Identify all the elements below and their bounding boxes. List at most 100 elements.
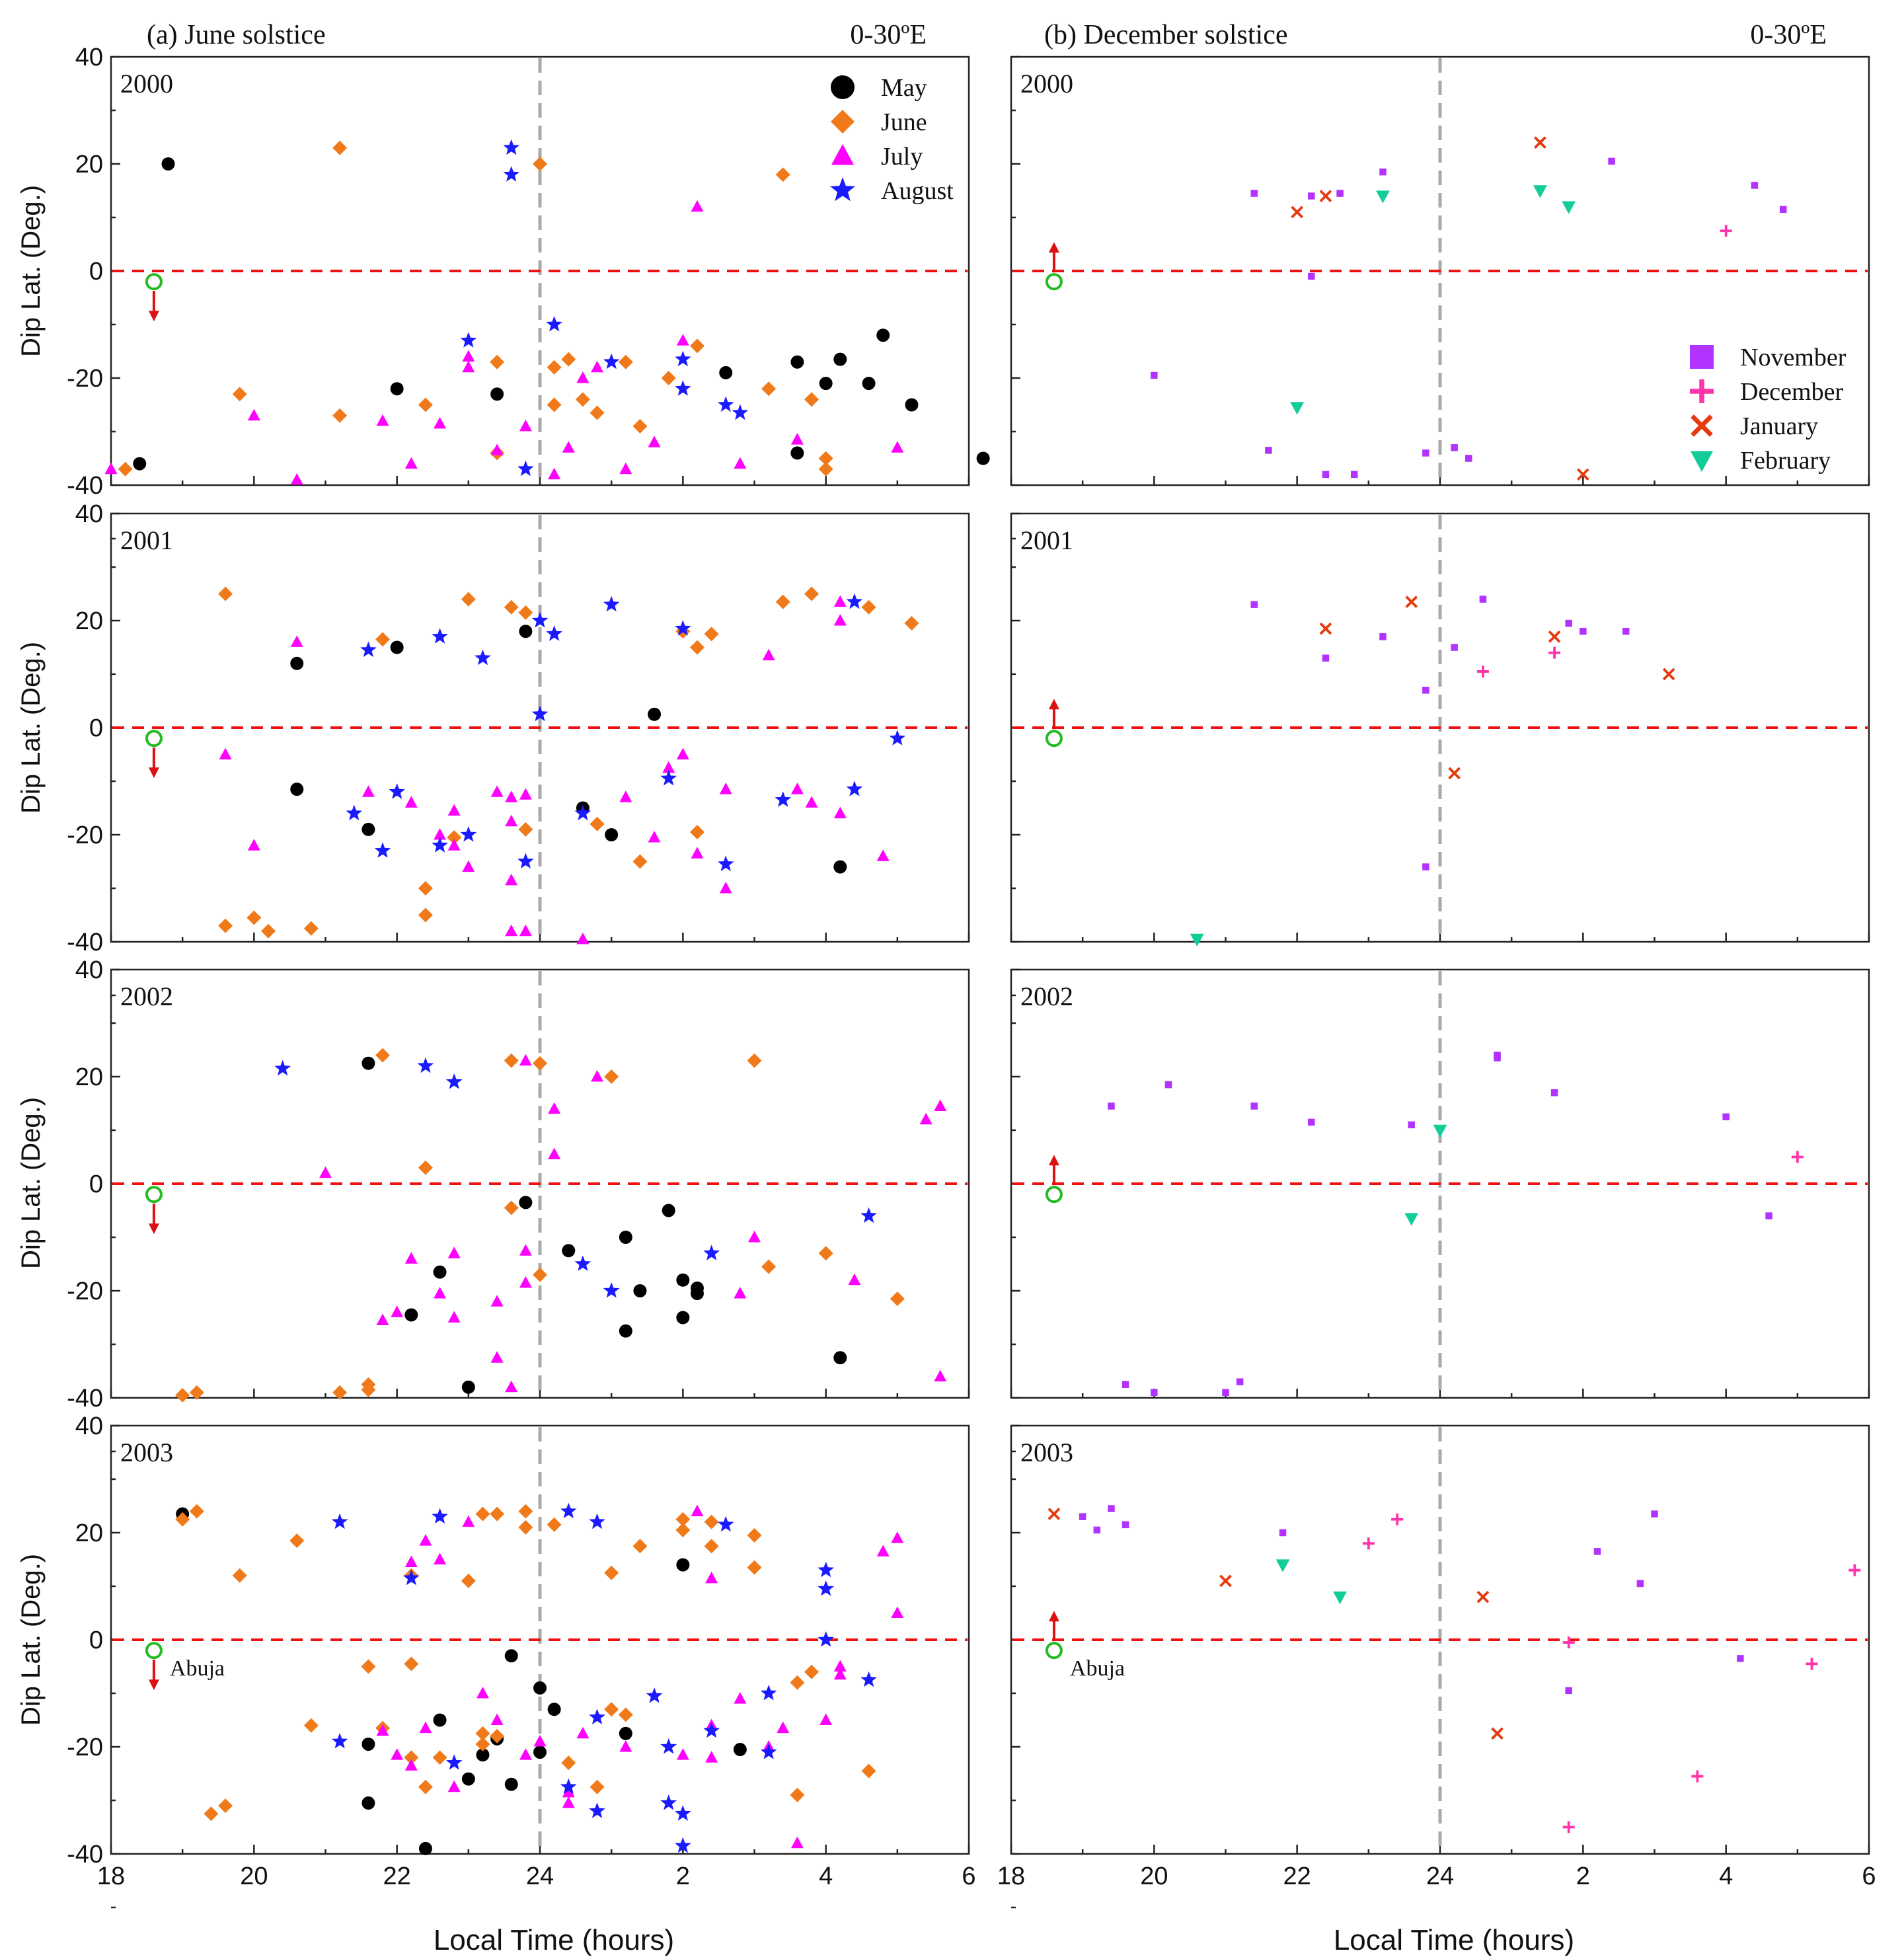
station-arrow-head <box>1048 1155 1059 1166</box>
station-marker <box>1045 730 1063 748</box>
data-point-may <box>476 1748 490 1762</box>
data-point-august <box>460 826 477 842</box>
data-point-january <box>1448 767 1461 780</box>
data-point-june <box>675 1522 691 1537</box>
data-point-june <box>704 1514 719 1529</box>
y-axis-label-2002: Dip Lat. (Deg.) <box>17 1097 46 1269</box>
y-tick-label: -40 <box>67 1841 103 1868</box>
y-tick-label: 0 <box>89 1171 103 1198</box>
data-point-february <box>1190 933 1204 946</box>
data-point-july <box>319 1166 332 1178</box>
data-point-june <box>361 1382 376 1397</box>
data-point-june <box>490 1728 505 1744</box>
x-tick-label: 4 <box>1719 1863 1733 1890</box>
panels-layer: 40200-20-40200040200-20-40200140200-20-4… <box>67 44 1876 1909</box>
y-tick-label: 20 <box>75 1519 103 1547</box>
y-tick-label: 40 <box>75 956 103 984</box>
data-point-may <box>676 1311 690 1325</box>
station-arrow-head <box>148 311 159 322</box>
data-point-august <box>517 460 534 477</box>
x-tick-label: 6 <box>962 1863 975 1890</box>
data-point-july <box>833 1660 847 1671</box>
data-point-july <box>934 1369 947 1382</box>
data-point-november <box>1622 627 1630 635</box>
x-tick-label: 2 <box>676 1863 690 1890</box>
data-point-may <box>433 1713 447 1727</box>
data-point-july <box>490 1713 504 1725</box>
data-point-november <box>1322 654 1330 662</box>
panel-june-2001: 40 20 0 -20 -40 2001 <box>67 500 970 997</box>
data-point-july <box>490 785 504 797</box>
data-point-august <box>703 1722 720 1738</box>
data-point-november <box>1079 1513 1086 1520</box>
legend-item-june: June <box>831 108 927 136</box>
data-point-august <box>360 641 377 658</box>
data-point-august <box>389 783 405 799</box>
data-point-may <box>504 1777 518 1791</box>
data-point-july <box>562 1796 575 1808</box>
y-axis-label-2000: Dip Lat. (Deg.) <box>17 185 46 357</box>
data-point-august <box>675 380 691 396</box>
data-point-july <box>505 790 518 802</box>
data-point-july <box>519 1244 532 1256</box>
y-tick-label: 40 <box>75 1412 103 1440</box>
data-point-november <box>1422 687 1429 694</box>
data-point-july <box>705 1571 718 1584</box>
data-point-june <box>447 830 462 845</box>
data-point-november <box>1308 192 1315 200</box>
data-point-november <box>1108 1102 1115 1110</box>
data-point-november <box>1651 1510 1658 1517</box>
data-point-july <box>762 648 775 661</box>
data-point-june <box>761 1259 777 1274</box>
data-point-july <box>447 804 461 816</box>
data-point-may <box>662 1204 675 1217</box>
station-label: Abuja <box>170 1656 225 1681</box>
data-point-june <box>775 167 790 182</box>
data-point-june <box>533 1267 547 1282</box>
data-point-february <box>1404 1213 1419 1226</box>
data-point-july <box>404 1555 418 1568</box>
data-point-june <box>361 1659 376 1674</box>
data-point-july <box>833 1668 847 1680</box>
y-tick-label: 0 <box>89 714 103 742</box>
data-point-july <box>548 1102 561 1114</box>
data-point-august <box>603 1282 620 1298</box>
data-point-january <box>1534 136 1546 149</box>
data-point-november <box>1422 863 1429 870</box>
data-point-august <box>717 396 734 412</box>
legend-item-august: August <box>830 177 954 205</box>
data-point-august <box>760 1744 777 1759</box>
data-point-january <box>1291 206 1304 219</box>
data-point-july <box>891 1606 904 1618</box>
legend-december: November December January February <box>1690 344 1847 475</box>
legend-label: May <box>881 74 927 102</box>
data-point-may <box>461 1380 475 1394</box>
data-point-june <box>518 1504 533 1519</box>
data-point-august <box>531 612 549 628</box>
data-point-may <box>790 355 804 369</box>
x-tick-label: 6 <box>1862 1863 1876 1890</box>
data-point-august <box>660 770 677 786</box>
data-point-august <box>445 1073 463 1089</box>
data-point-july <box>676 334 689 346</box>
data-point-february <box>1290 402 1305 415</box>
data-point-may <box>461 1772 475 1786</box>
column-title-december: (b) December solstice <box>1044 20 1288 50</box>
data-point-may <box>161 157 175 171</box>
data-point-july <box>619 462 632 475</box>
panel-year-label: 2001 <box>120 525 173 555</box>
data-point-july <box>576 932 590 944</box>
data-point-may <box>533 1746 547 1759</box>
data-point-june <box>675 1512 691 1527</box>
data-point-november <box>1379 168 1387 176</box>
data-point-june <box>418 1779 433 1794</box>
data-point-august <box>846 781 863 796</box>
data-point-july <box>548 467 561 480</box>
data-point-july <box>505 814 518 827</box>
legend-label: November <box>1740 344 1847 371</box>
legend-item-february: February <box>1690 447 1831 475</box>
data-point-may <box>519 625 533 638</box>
x-tick-label: 22 <box>383 1863 411 1890</box>
legend-item-november: November <box>1690 344 1847 371</box>
data-point-july <box>833 806 847 819</box>
